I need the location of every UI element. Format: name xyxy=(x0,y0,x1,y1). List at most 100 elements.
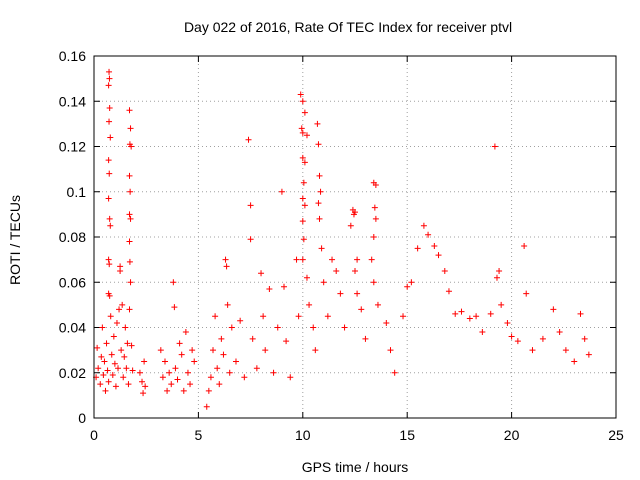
data-point xyxy=(241,374,248,381)
data-point xyxy=(301,109,308,116)
data-point xyxy=(266,286,273,293)
data-point xyxy=(299,195,306,202)
data-point xyxy=(317,188,324,195)
data-point xyxy=(170,279,177,286)
data-point xyxy=(299,218,306,225)
data-point xyxy=(168,381,175,388)
data-point xyxy=(577,310,584,317)
data-point xyxy=(371,204,378,211)
data-point xyxy=(105,157,112,164)
y-tick-label: 0.16 xyxy=(59,48,86,64)
x-tick-label: 25 xyxy=(608,427,624,443)
data-point xyxy=(118,347,125,354)
data-point xyxy=(237,317,244,324)
data-point xyxy=(347,222,354,229)
data-point xyxy=(315,200,322,207)
data-point xyxy=(127,188,134,195)
data-point xyxy=(458,308,465,315)
data-point xyxy=(303,132,310,139)
data-point xyxy=(108,351,115,358)
data-point xyxy=(171,304,178,311)
data-point xyxy=(113,319,120,326)
data-point xyxy=(529,347,536,354)
data-point xyxy=(94,344,101,351)
data-point xyxy=(404,283,411,290)
data-point xyxy=(318,245,325,252)
data-point xyxy=(232,358,239,365)
data-point xyxy=(97,381,104,388)
data-point xyxy=(189,347,196,354)
data-point xyxy=(126,238,133,245)
data-point xyxy=(126,107,133,114)
data-point xyxy=(214,365,221,372)
y-axis-label: ROTI / TECUs xyxy=(7,195,23,285)
data-point xyxy=(514,338,521,345)
data-point xyxy=(159,374,166,381)
data-point xyxy=(452,310,459,317)
data-point xyxy=(126,172,133,179)
data-point xyxy=(316,172,323,179)
data-point xyxy=(281,283,288,290)
data-point xyxy=(247,236,254,243)
data-point xyxy=(487,310,494,317)
data-point xyxy=(106,75,113,82)
data-point xyxy=(245,136,252,143)
data-point xyxy=(249,335,256,342)
data-point xyxy=(358,306,365,313)
data-point xyxy=(140,390,147,397)
data-point xyxy=(218,335,225,342)
data-point xyxy=(125,381,132,388)
data-point xyxy=(210,347,217,354)
data-point xyxy=(312,347,319,354)
data-point xyxy=(112,383,119,390)
data-point xyxy=(223,263,230,270)
data-point xyxy=(354,290,361,297)
data-point xyxy=(141,358,148,365)
data-point xyxy=(128,143,135,150)
data-point xyxy=(299,256,306,263)
data-point xyxy=(126,211,133,218)
data-point xyxy=(106,105,113,112)
data-point xyxy=(105,82,112,89)
y-tick-label: 0.14 xyxy=(59,93,86,109)
data-point xyxy=(105,195,112,202)
data-point xyxy=(120,374,127,381)
data-point xyxy=(391,369,398,376)
data-point xyxy=(498,301,505,308)
data-point xyxy=(182,329,189,336)
data-point xyxy=(191,358,198,365)
data-point xyxy=(100,372,107,379)
x-tick-label: 10 xyxy=(295,427,311,443)
data-point xyxy=(184,369,191,376)
data-point xyxy=(372,181,379,188)
data-point xyxy=(106,215,113,222)
data-point xyxy=(106,68,113,75)
data-point xyxy=(161,358,168,365)
data-point xyxy=(550,306,557,313)
data-point xyxy=(314,120,321,127)
data-point xyxy=(106,292,113,299)
data-point xyxy=(414,245,421,252)
data-point xyxy=(297,91,304,98)
data-point xyxy=(466,315,473,322)
data-point xyxy=(301,202,308,209)
data-point xyxy=(226,369,233,376)
data-point xyxy=(224,301,231,308)
data-point xyxy=(585,351,592,358)
data-point xyxy=(496,267,503,274)
data-point xyxy=(180,387,187,394)
data-point xyxy=(408,279,415,286)
data-point xyxy=(274,324,281,331)
data-point xyxy=(300,236,307,243)
data-point xyxy=(110,333,117,340)
data-point xyxy=(374,301,381,308)
data-point xyxy=(333,267,340,274)
data-point xyxy=(556,329,563,336)
data-point xyxy=(105,378,112,385)
data-point xyxy=(121,353,128,360)
plot-frame xyxy=(93,55,617,419)
data-point xyxy=(107,134,114,141)
data-point xyxy=(368,256,375,263)
data-point xyxy=(504,319,511,326)
data-point xyxy=(164,387,171,394)
